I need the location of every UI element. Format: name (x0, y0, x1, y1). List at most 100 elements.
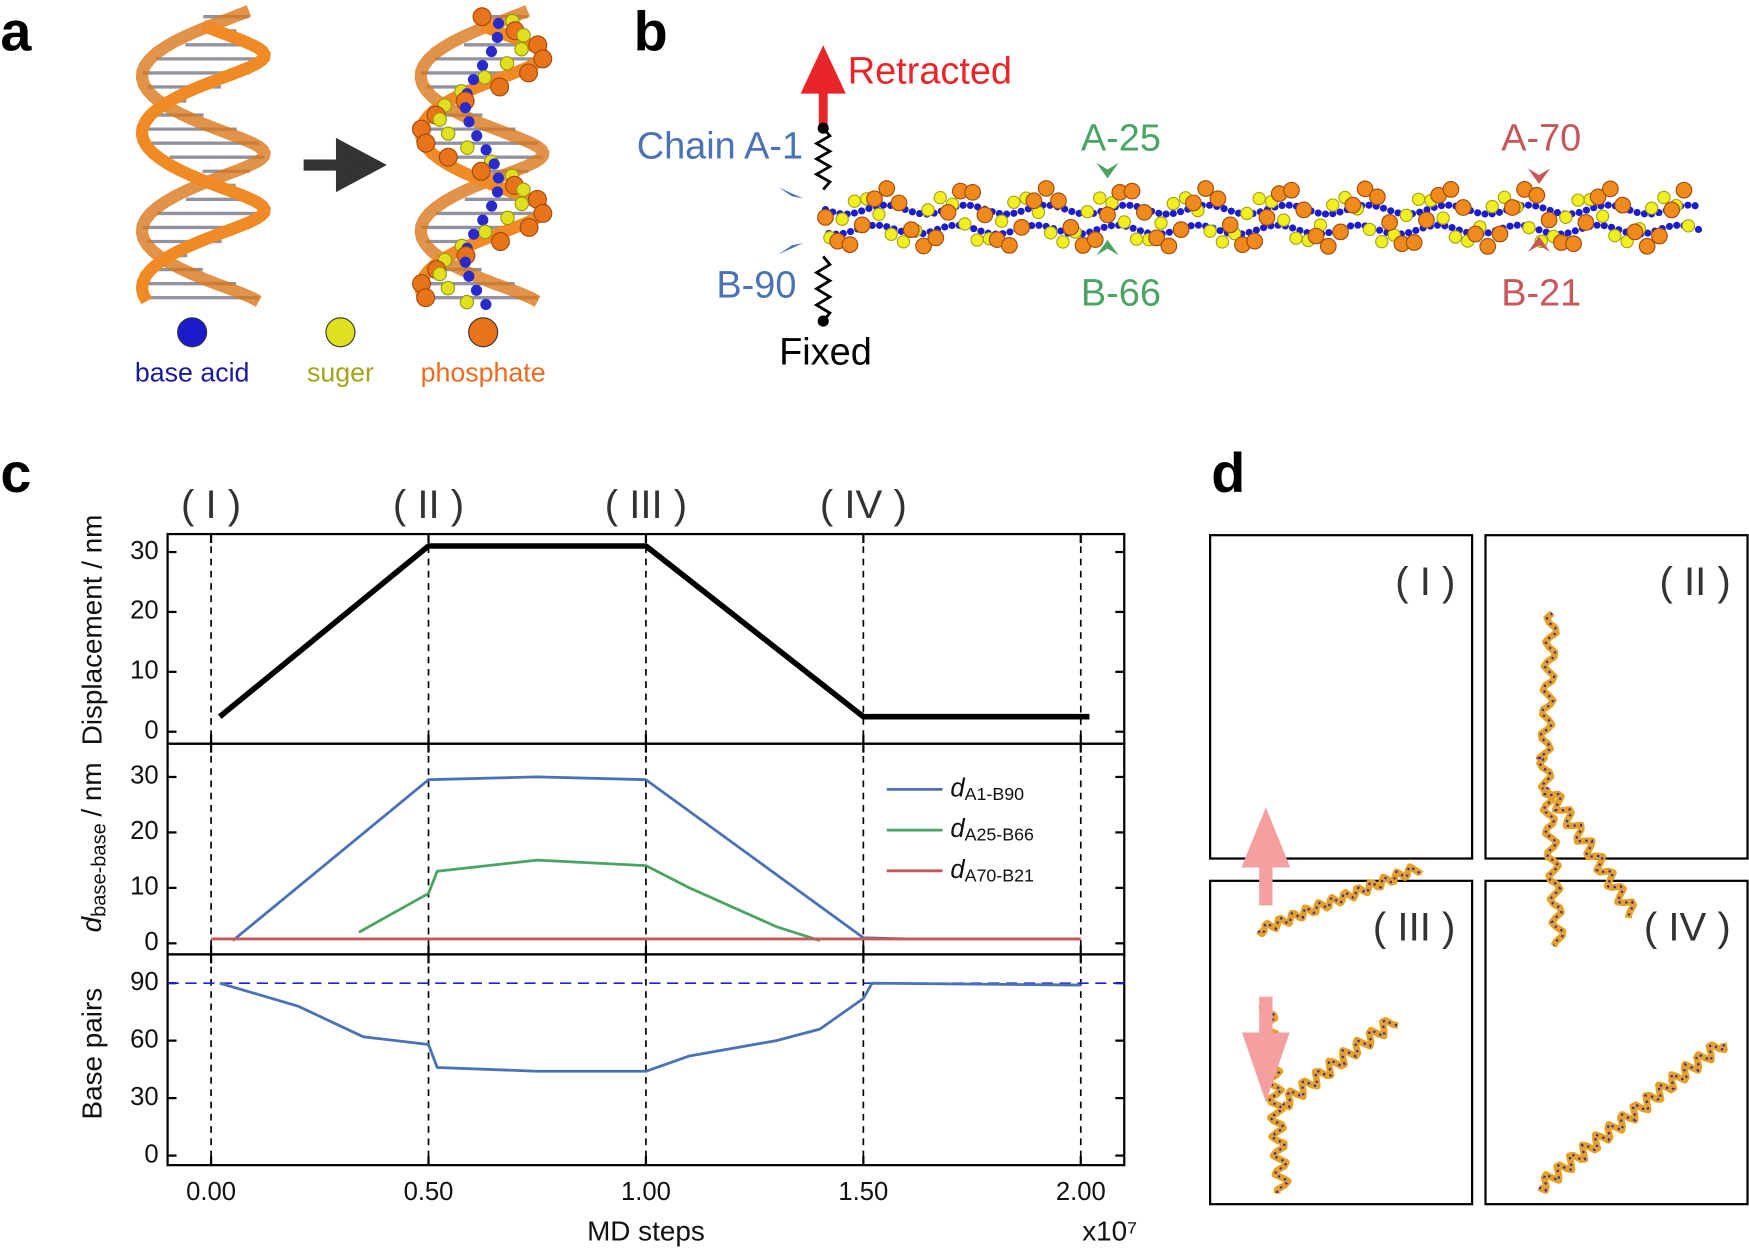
phosphate-ball (1651, 227, 1668, 245)
phosphate-ball (964, 183, 981, 201)
legend-label: suger (307, 358, 374, 388)
sugar-ball (477, 224, 493, 240)
panel-label: a (0, 0, 32, 62)
sugar-ball (1252, 191, 1266, 206)
legend-ball (177, 317, 208, 348)
phosphate-ball (866, 190, 883, 208)
base-ball (471, 130, 483, 142)
base-dot (1684, 201, 1692, 209)
legend-symbol: d (950, 774, 965, 802)
chain-label: B-90 (716, 265, 796, 307)
phosphate-ball (1013, 218, 1031, 236)
phosphate-ball (1418, 211, 1435, 229)
phosphate-ball (416, 133, 436, 153)
data-line (218, 543, 1090, 720)
phosphate-ball (1528, 186, 1546, 204)
phosphate-ball (878, 180, 896, 197)
phosphate-ball (1025, 192, 1043, 210)
pointer (1527, 236, 1551, 252)
y-tick-label: 0 (144, 1140, 158, 1168)
base-dot (1644, 229, 1652, 237)
phosphate-ball (438, 147, 458, 167)
phosphate-ball (472, 7, 492, 27)
snapshot-frame (1484, 879, 1749, 1206)
chain-snapshot-core (1282, 1019, 1399, 1109)
panel-label: c (0, 442, 31, 504)
base-dot (916, 210, 924, 218)
sugar-ball (1154, 216, 1168, 230)
base-dot (1347, 222, 1355, 230)
phosphate-ball (1258, 209, 1276, 226)
phosphate-ball (1050, 192, 1067, 210)
y-tick-label: 10 (130, 657, 159, 685)
phosphate-ball (533, 203, 553, 223)
data-line (219, 981, 1081, 1073)
y-label-symbol: d (76, 915, 107, 932)
base-ball (459, 256, 471, 268)
base-dot (1314, 209, 1322, 217)
base-dot (1673, 221, 1681, 229)
sugar-ball (1203, 224, 1217, 238)
y-tick-label: 20 (130, 597, 159, 625)
phase-label: ( IV ) (820, 482, 907, 527)
base-dot (1506, 222, 1514, 230)
phosphate-ball (1368, 188, 1386, 206)
spring (813, 127, 833, 191)
y-tick-label: 20 (130, 817, 159, 845)
sugar-ball (1657, 190, 1671, 205)
y-tick-label: 30 (130, 762, 159, 790)
phosphate-ball (1135, 204, 1153, 221)
base-dot (1665, 222, 1674, 230)
base-dot (1423, 206, 1431, 214)
snapshot-frame (1484, 534, 1749, 860)
phosphate-ball (1209, 190, 1227, 208)
base-dot (1532, 202, 1540, 210)
sugar-ball (1375, 234, 1389, 249)
phase-label: ( I ) (181, 482, 241, 527)
phosphate-ball (1319, 237, 1337, 255)
base-dot (1365, 201, 1373, 209)
base-dot (1405, 229, 1413, 237)
base-dot (1582, 206, 1590, 214)
base-ball (459, 102, 471, 114)
phosphate-ball (1491, 225, 1509, 243)
sugar-ball (1166, 196, 1181, 211)
phosphate-ball (1565, 235, 1582, 253)
sugar-ball (1362, 222, 1377, 237)
y-tick-label: 0 (144, 928, 158, 956)
phosphate-ball (1185, 194, 1202, 212)
base-ball (470, 284, 483, 296)
y-tick-label: 0 (144, 716, 158, 744)
base-dot (1336, 208, 1344, 216)
legend-ball (325, 317, 356, 348)
sugar-ball (1080, 204, 1095, 219)
y-label-subscript: base-base (89, 823, 111, 917)
phosphate-ball (1283, 181, 1300, 199)
sugar-ball (460, 140, 475, 155)
x-axis-label: MD steps (587, 1216, 705, 1247)
phosphate-ball (533, 49, 553, 69)
pair-label: B-66 (1081, 272, 1161, 314)
base-ball (486, 200, 498, 212)
sugar-ball (1644, 201, 1659, 215)
base-dot (1575, 208, 1583, 217)
panel-label: d (1211, 442, 1245, 504)
x-tick-label: 1.50 (838, 1178, 888, 1206)
base-ball (480, 144, 492, 156)
phosphate-ball (471, 161, 491, 181)
pair-label: A-70 (1501, 118, 1581, 160)
y-axis-label: dbase-base / nm (76, 762, 111, 932)
phosphate-ball (1062, 218, 1080, 236)
phosphate-ball (1099, 206, 1116, 224)
sugar-ball (1571, 193, 1585, 207)
base-dot (1387, 207, 1395, 215)
phosphate-ball (1442, 181, 1460, 198)
chain-snapshot-core (1538, 1042, 1726, 1193)
y-tick-label: 90 (130, 968, 159, 996)
phosphate-ball (1454, 199, 1472, 216)
base-dot (1006, 228, 1014, 236)
sugar-ball (884, 227, 898, 241)
sugar-ball (516, 182, 531, 198)
